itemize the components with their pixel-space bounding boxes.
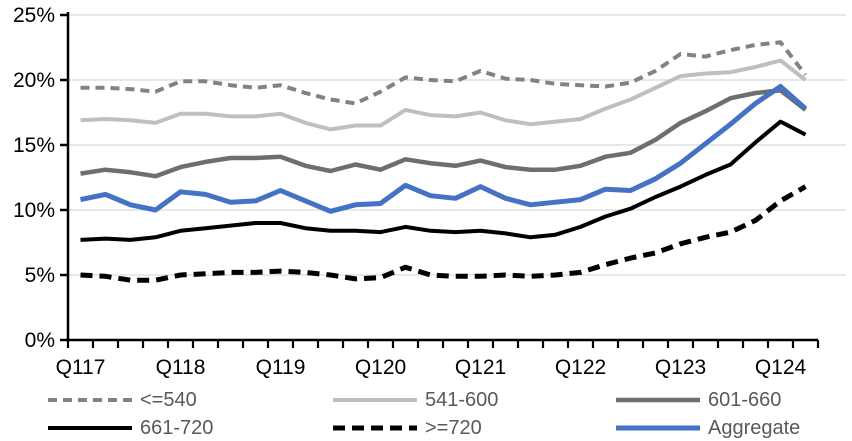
x-tick-label: Q123 — [655, 356, 706, 379]
series-line-601-660 — [80, 88, 807, 179]
y-tick-label: 10% — [13, 199, 55, 222]
series-line-<=540 — [80, 40, 808, 106]
x-tick-label: Q119 — [256, 356, 306, 379]
legend-item-661-720: 661-720 — [48, 415, 213, 441]
legend-swatch-lte540-icon — [48, 398, 132, 402]
x-tick-label: Q121 — [455, 356, 506, 379]
series-line-541-600 — [80, 58, 807, 132]
series-line-Aggregate — [79, 84, 808, 214]
x-tick-label: Q117 — [56, 356, 106, 379]
y-tick-label: 5% — [25, 264, 55, 287]
legend-label-aggregate: Aggregate — [708, 417, 801, 439]
legend-row-2: 661-720 >=720 Aggregate — [0, 415, 852, 441]
legend-label-601-660: 601-660 — [708, 389, 782, 411]
legend-label-541-600: 541-600 — [425, 389, 499, 411]
x-tick-label: Q122 — [555, 356, 606, 379]
legend-swatch-gte720-icon — [333, 425, 417, 431]
y-tick-label: 0% — [25, 329, 55, 352]
x-tick-label: Q120 — [355, 356, 406, 379]
legend-swatch-aggregate-icon — [616, 425, 700, 431]
legend-label-661-720: 661-720 — [140, 417, 214, 439]
y-tick-label: 15% — [13, 134, 55, 157]
x-tick-label: Q118 — [156, 356, 206, 379]
legend-swatch-661-720-icon — [48, 426, 132, 430]
y-tick-label: 25% — [13, 4, 55, 27]
legend-item-541-600: 541-600 — [333, 387, 498, 413]
legend-item-aggregate: Aggregate — [616, 415, 800, 441]
legend-item-601-660: 601-660 — [616, 387, 781, 413]
legend-item-gte720: >=720 — [333, 415, 482, 441]
legend-label-gte720: >=720 — [425, 417, 482, 439]
legend-row-1: <=540 541-600 601-660 — [0, 387, 852, 413]
legend-swatch-541-600-icon — [333, 398, 417, 402]
series-line->=720 — [80, 184, 807, 283]
legend-item-lte540: <=540 — [48, 387, 197, 413]
series-line-661-720 — [80, 119, 807, 242]
x-tick-label: Q124 — [755, 356, 807, 379]
legend-swatch-601-660-icon — [616, 397, 700, 403]
legend-label-lte540: <=540 — [140, 389, 197, 411]
y-tick-label: 20% — [13, 69, 55, 92]
